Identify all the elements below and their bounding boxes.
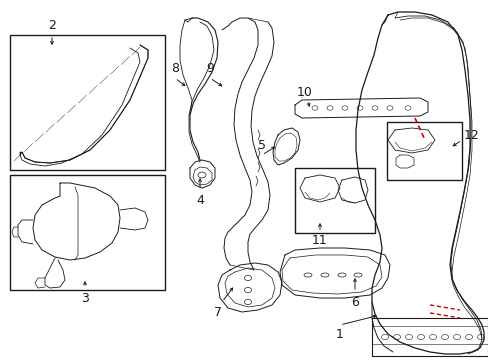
- Bar: [10, 35, 164, 170]
- Text: 3: 3: [81, 292, 89, 305]
- Bar: [294, 168, 374, 233]
- Text: 12: 12: [463, 129, 479, 141]
- Text: 4: 4: [196, 194, 203, 207]
- Bar: [386, 122, 461, 180]
- Bar: [10, 175, 164, 290]
- Text: 8: 8: [171, 62, 179, 75]
- Text: 10: 10: [296, 86, 312, 99]
- Text: 5: 5: [258, 139, 265, 152]
- Text: 7: 7: [214, 306, 222, 319]
- Text: 9: 9: [205, 62, 214, 75]
- Text: 1: 1: [335, 328, 343, 342]
- Text: 11: 11: [311, 234, 327, 247]
- Text: 6: 6: [350, 296, 358, 309]
- Text: 2: 2: [48, 18, 56, 32]
